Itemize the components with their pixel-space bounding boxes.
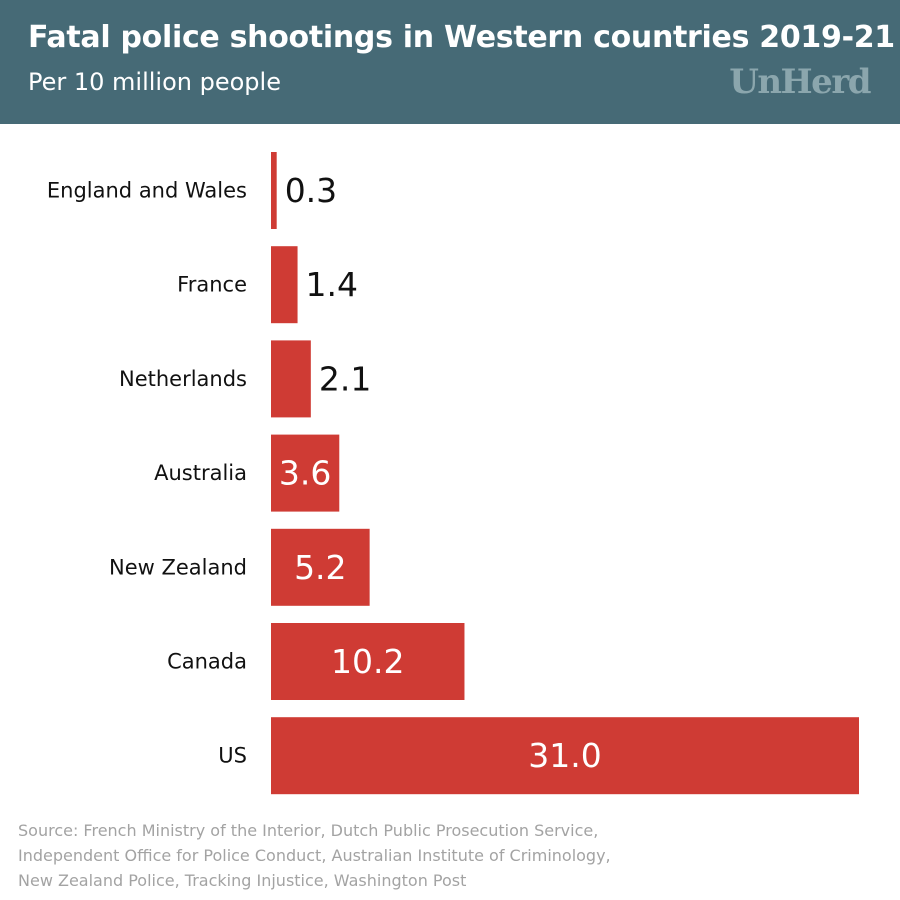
bar [271, 528, 370, 606]
chart-title: Fatal police shootings in Western countr… [28, 20, 895, 55]
value-label: 31.0 [528, 736, 601, 775]
source-line: Independent Office for Police Conduct, A… [18, 846, 611, 865]
value-label: 0.3 [285, 171, 337, 210]
unherd-logo: UnHerd [729, 62, 871, 102]
value-label: 3.6 [279, 454, 331, 493]
category-label: Canada [167, 650, 247, 674]
header-banner: Fatal police shootings in Western countr… [0, 0, 900, 124]
category-label: Netherlands [119, 367, 247, 391]
bar [271, 434, 340, 512]
bar [271, 152, 277, 229]
bar [271, 623, 465, 700]
category-label: Australia [154, 461, 247, 485]
source-line: Source: French Ministry of the Interior,… [18, 821, 599, 840]
category-label: US [218, 744, 247, 768]
bar [271, 340, 311, 418]
bar [271, 246, 298, 324]
bar [271, 717, 859, 795]
chart-subtitle: Per 10 million people [28, 68, 281, 96]
value-label: 2.1 [319, 359, 371, 398]
value-label: 10.2 [331, 642, 404, 681]
value-label: 5.2 [294, 548, 346, 587]
source-line: New Zealand Police, Tracking Injustice, … [18, 871, 467, 890]
category-label: England and Wales [47, 179, 247, 203]
category-label: New Zealand [109, 555, 247, 579]
category-label: France [177, 273, 247, 297]
value-label: 1.4 [306, 265, 358, 304]
source-note: Source: French Ministry of the Interior,… [18, 818, 738, 893]
